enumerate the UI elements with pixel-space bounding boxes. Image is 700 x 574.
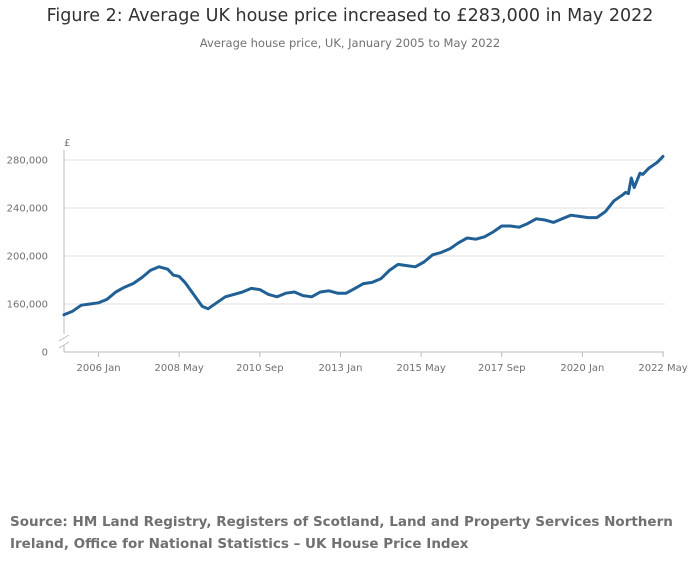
gridlines: [64, 159, 665, 305]
x-tick-label: 2008 May: [155, 363, 204, 374]
chart-subtitle: Average house price, UK, January 2005 to…: [199, 36, 501, 50]
x-tick-label: 2017 Sep: [478, 363, 525, 374]
x-tick-label: 2020 Jan: [560, 363, 604, 374]
y-tick-label: 280,000: [7, 156, 48, 167]
y-axis-label: £: [64, 138, 70, 149]
axis-break-mark: [58, 341, 70, 349]
axes: [58, 150, 664, 357]
tick-labels: 0 160,000 200,000 240,000 280,000 £2006 Jan 20…: [7, 138, 688, 374]
x-tick-label: 2006 Jan: [77, 363, 121, 374]
x-tick-label: 2013 Jan: [318, 363, 362, 374]
x-tick-label: 2015 May: [396, 363, 445, 374]
series-layer: [62, 154, 665, 317]
line-chart: 0 160,000 200,000 240,000 280,000 £2006 Jan 20…: [7, 138, 688, 374]
series-line: [62, 154, 665, 317]
x-tick-label: 2022 May: [638, 363, 687, 374]
axis-break-mark: [58, 334, 70, 342]
source-note: Source: HM Land Registry, Registers of S…: [10, 514, 673, 552]
y-tick-label: 0: [42, 348, 48, 359]
y-tick-label: 200,000: [7, 252, 48, 263]
y-tick-label: 160,000: [7, 300, 48, 311]
y-tick-label: 240,000: [7, 204, 48, 215]
chart-title: Figure 2: Average UK house price increas…: [46, 6, 654, 26]
x-tick-label: 2010 Sep: [236, 363, 283, 374]
